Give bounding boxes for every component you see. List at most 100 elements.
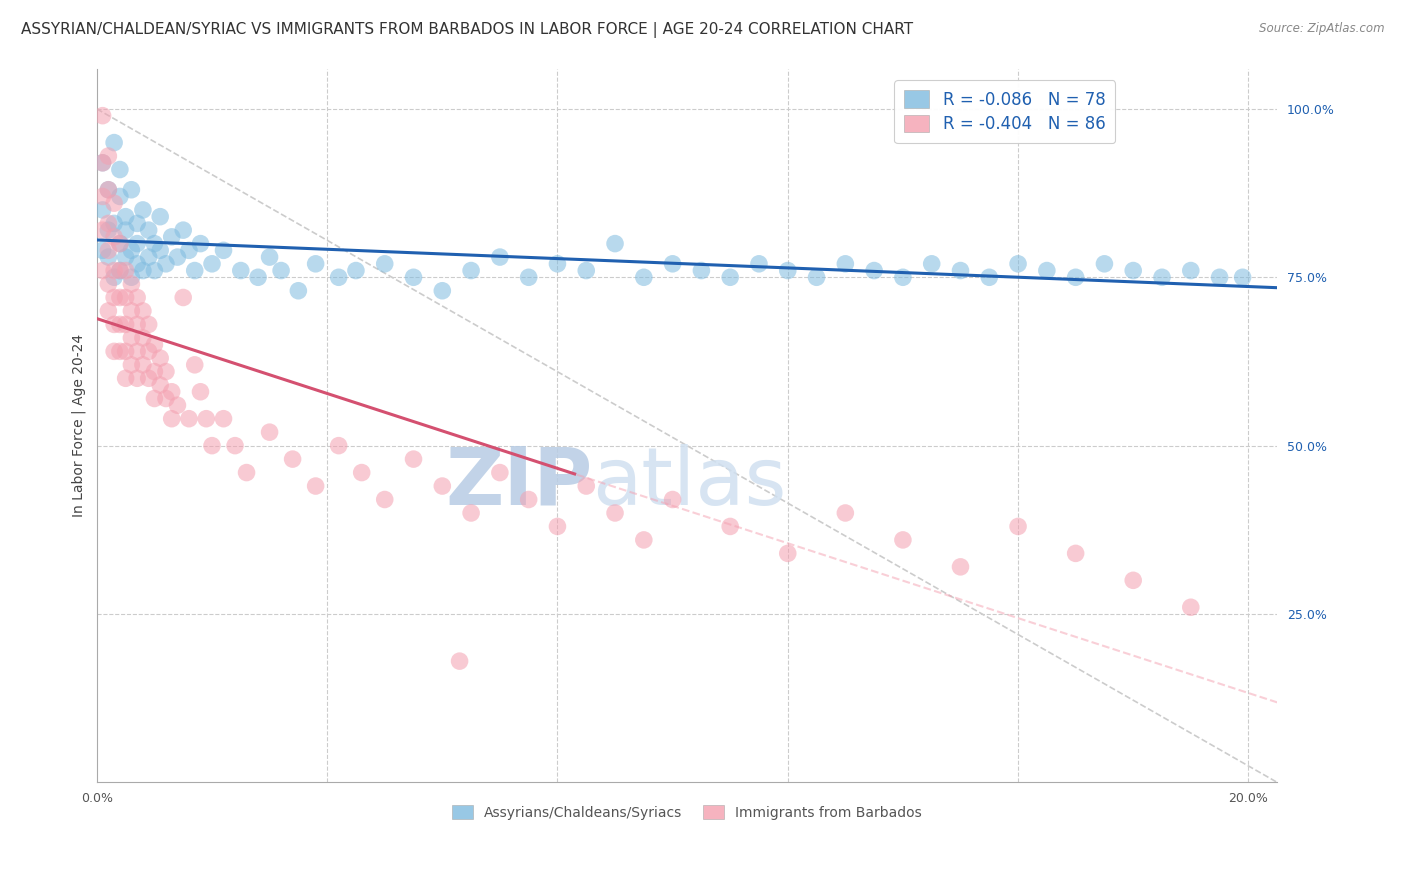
Point	[138, 318, 160, 332]
Text: atlas: atlas	[592, 443, 787, 522]
Point	[402, 270, 425, 285]
Point	[661, 492, 683, 507]
Point	[155, 392, 177, 406]
Point	[103, 263, 125, 277]
Point	[120, 183, 142, 197]
Point	[891, 270, 914, 285]
Point	[979, 270, 1001, 285]
Point	[138, 371, 160, 385]
Point	[328, 270, 350, 285]
Point	[114, 291, 136, 305]
Point	[132, 331, 155, 345]
Point	[374, 492, 396, 507]
Point	[575, 263, 598, 277]
Point	[460, 506, 482, 520]
Legend: Assyrians/Chaldeans/Syriacs, Immigrants from Barbados: Assyrians/Chaldeans/Syriacs, Immigrants …	[447, 799, 928, 825]
Point	[155, 365, 177, 379]
Point	[127, 318, 149, 332]
Point	[374, 257, 396, 271]
Point	[108, 318, 131, 332]
Point	[661, 257, 683, 271]
Text: ZIP: ZIP	[446, 443, 592, 522]
Point	[1122, 574, 1144, 588]
Point	[91, 223, 114, 237]
Point	[489, 466, 512, 480]
Point	[160, 384, 183, 399]
Point	[127, 371, 149, 385]
Point	[432, 479, 454, 493]
Point	[120, 304, 142, 318]
Point	[247, 270, 270, 285]
Point	[97, 304, 120, 318]
Point	[108, 162, 131, 177]
Point	[97, 250, 120, 264]
Point	[1150, 270, 1173, 285]
Point	[97, 216, 120, 230]
Point	[132, 358, 155, 372]
Point	[143, 263, 166, 277]
Point	[328, 439, 350, 453]
Y-axis label: In Labor Force | Age 20-24: In Labor Force | Age 20-24	[72, 334, 86, 517]
Point	[166, 250, 188, 264]
Point	[304, 479, 326, 493]
Point	[603, 506, 626, 520]
Point	[212, 411, 235, 425]
Point	[949, 559, 972, 574]
Point	[402, 452, 425, 467]
Point	[575, 479, 598, 493]
Point	[633, 270, 655, 285]
Point	[97, 183, 120, 197]
Point	[776, 263, 799, 277]
Point	[287, 284, 309, 298]
Point	[603, 236, 626, 251]
Point	[489, 250, 512, 264]
Point	[172, 291, 194, 305]
Point	[108, 263, 131, 277]
Point	[776, 546, 799, 560]
Point	[103, 230, 125, 244]
Point	[201, 439, 224, 453]
Point	[91, 109, 114, 123]
Point	[1208, 270, 1230, 285]
Point	[517, 492, 540, 507]
Point	[183, 358, 205, 372]
Point	[120, 277, 142, 291]
Point	[1180, 263, 1202, 277]
Point	[127, 344, 149, 359]
Point	[177, 411, 200, 425]
Point	[190, 384, 212, 399]
Point	[91, 244, 114, 258]
Point	[132, 202, 155, 217]
Point	[97, 223, 120, 237]
Point	[97, 149, 120, 163]
Point	[718, 519, 741, 533]
Point	[160, 230, 183, 244]
Point	[748, 257, 770, 271]
Point	[212, 244, 235, 258]
Point	[259, 425, 281, 439]
Point	[806, 270, 828, 285]
Text: Source: ZipAtlas.com: Source: ZipAtlas.com	[1260, 22, 1385, 36]
Point	[120, 244, 142, 258]
Point	[114, 318, 136, 332]
Point	[166, 398, 188, 412]
Point	[114, 210, 136, 224]
Point	[1064, 546, 1087, 560]
Point	[91, 156, 114, 170]
Point	[97, 277, 120, 291]
Point	[517, 270, 540, 285]
Point	[132, 304, 155, 318]
Point	[177, 244, 200, 258]
Point	[132, 263, 155, 277]
Point	[224, 439, 246, 453]
Point	[138, 250, 160, 264]
Point	[891, 533, 914, 547]
Point	[1094, 257, 1116, 271]
Point	[546, 257, 568, 271]
Point	[108, 291, 131, 305]
Point	[103, 196, 125, 211]
Point	[149, 378, 172, 392]
Point	[138, 223, 160, 237]
Point	[120, 270, 142, 285]
Point	[114, 344, 136, 359]
